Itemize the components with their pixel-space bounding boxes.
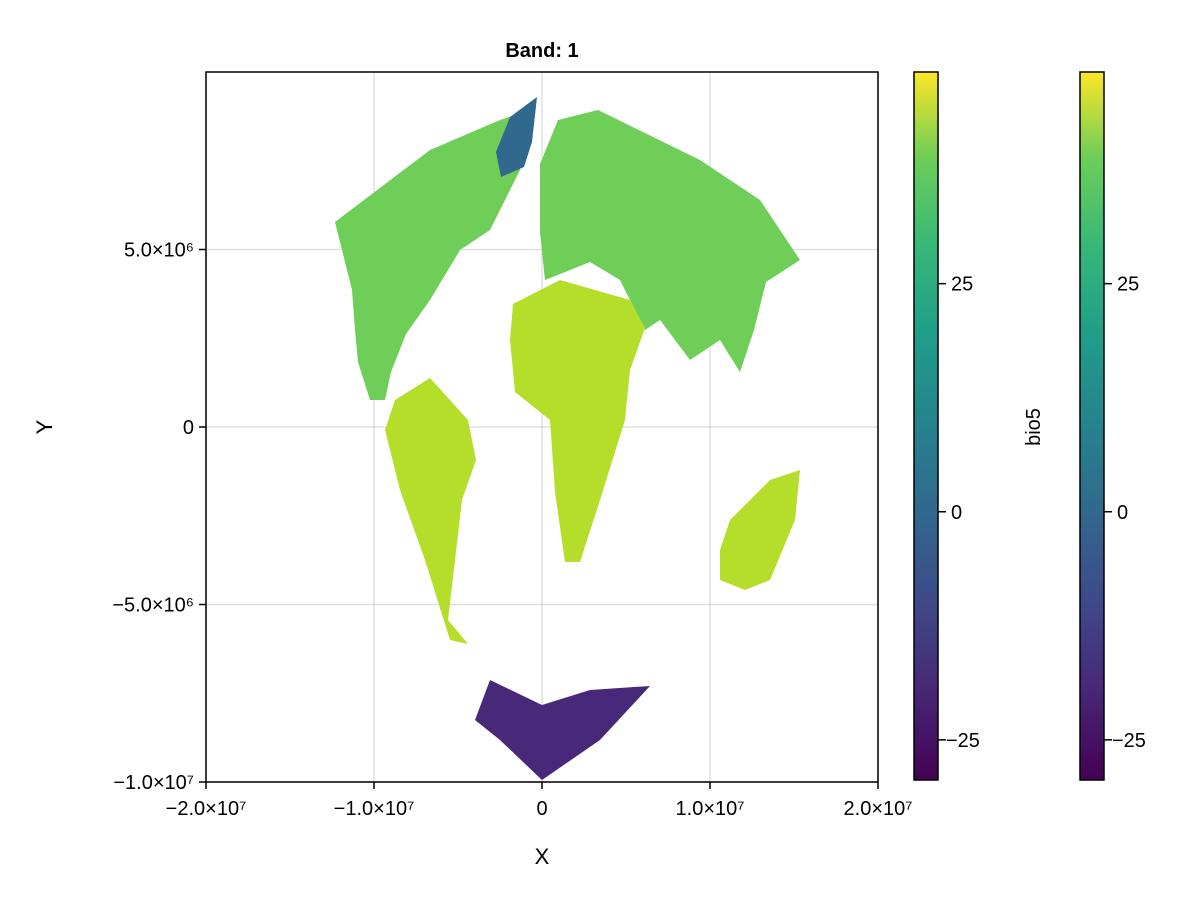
y-tick-label: −1.0×10⁷ [113, 772, 194, 794]
y-axis: −1.0×10⁷ −5.0×10⁶ 0 5.0×10⁶ [112, 240, 206, 794]
y-tick-label: −5.0×10⁶ [112, 595, 194, 617]
colorbar-tick-label: −25 [946, 730, 980, 752]
x-tick-label: 2.0×10⁷ [844, 798, 913, 820]
colorbars: −25 0 25 bio5 −25 0 25 [913, 71, 1146, 781]
y-axis-label: Y [32, 419, 57, 434]
region-greenland [496, 97, 537, 177]
colorbar-label: bio5 [1023, 408, 1045, 446]
raster-layer [335, 97, 800, 780]
region-africa [510, 280, 645, 562]
colorbar-tick-label: 0 [1117, 502, 1128, 524]
chart-title: Band: 1 [505, 40, 578, 62]
colorbar-tick-label: 25 [1117, 274, 1139, 296]
region-north-america [335, 110, 530, 400]
colorbar-tick-label: 0 [951, 502, 962, 524]
colorbar [1079, 71, 1105, 781]
region-australia [720, 470, 800, 590]
region-eurasia [540, 110, 800, 372]
colorbar [913, 71, 939, 781]
x-tick-label: 0 [536, 798, 547, 820]
region-south-america [385, 378, 476, 644]
y-tick-label: 5.0×10⁶ [124, 240, 194, 262]
x-axis-label: X [535, 844, 550, 869]
x-axis: −2.0×10⁷ −1.0×10⁷ 0 1.0×10⁷ 2.0×10⁷ [166, 782, 913, 820]
colorbar-tick-label: −25 [1112, 730, 1146, 752]
colorbar-tick-label: 25 [951, 274, 973, 296]
y-tick-label: 0 [183, 417, 194, 439]
region-antarctica [475, 680, 650, 780]
x-tick-label: −2.0×10⁷ [166, 798, 247, 820]
x-tick-label: 1.0×10⁷ [676, 798, 745, 820]
x-tick-label: −1.0×10⁷ [334, 798, 415, 820]
